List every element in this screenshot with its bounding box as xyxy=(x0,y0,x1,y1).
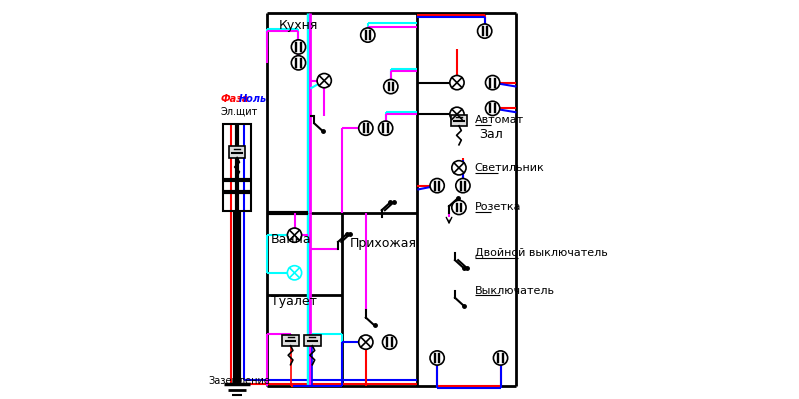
Circle shape xyxy=(455,178,470,193)
Text: Ванна: Ванна xyxy=(271,233,312,246)
Circle shape xyxy=(486,101,499,115)
Circle shape xyxy=(359,335,373,349)
Bar xyxy=(451,115,467,126)
Circle shape xyxy=(379,121,393,135)
Circle shape xyxy=(450,107,464,121)
Circle shape xyxy=(430,178,444,193)
Circle shape xyxy=(430,351,444,365)
Circle shape xyxy=(494,351,507,365)
Text: Заземление: Заземление xyxy=(208,376,270,386)
Circle shape xyxy=(292,56,305,70)
Circle shape xyxy=(451,200,466,215)
Circle shape xyxy=(384,79,398,94)
Bar xyxy=(223,124,252,211)
Text: Эл.щит: Эл.щит xyxy=(221,106,258,117)
Circle shape xyxy=(383,335,397,349)
Text: Розетка: Розетка xyxy=(475,202,521,212)
Text: Двойной выключатель: Двойной выключатель xyxy=(475,248,607,258)
Circle shape xyxy=(450,75,464,90)
Circle shape xyxy=(360,28,375,42)
Bar xyxy=(282,335,299,346)
Text: Фаза: Фаза xyxy=(221,95,249,105)
Text: Туалет: Туалет xyxy=(271,294,316,308)
Text: Прихожая: Прихожая xyxy=(350,237,417,250)
Text: Кухня: Кухня xyxy=(279,19,318,32)
Circle shape xyxy=(359,121,373,135)
Circle shape xyxy=(478,24,492,38)
Circle shape xyxy=(317,73,332,88)
Circle shape xyxy=(292,40,305,54)
Text: Выключатель: Выключатель xyxy=(475,286,555,296)
Bar xyxy=(304,335,320,346)
Text: Ноль: Ноль xyxy=(239,95,267,105)
Circle shape xyxy=(451,161,466,175)
Text: Светильник: Светильник xyxy=(475,163,545,173)
Bar xyxy=(229,146,245,158)
Text: Зал: Зал xyxy=(479,128,503,141)
Circle shape xyxy=(486,75,499,90)
Circle shape xyxy=(288,228,302,242)
Text: Автомат: Автомат xyxy=(475,115,524,125)
Circle shape xyxy=(288,266,302,280)
